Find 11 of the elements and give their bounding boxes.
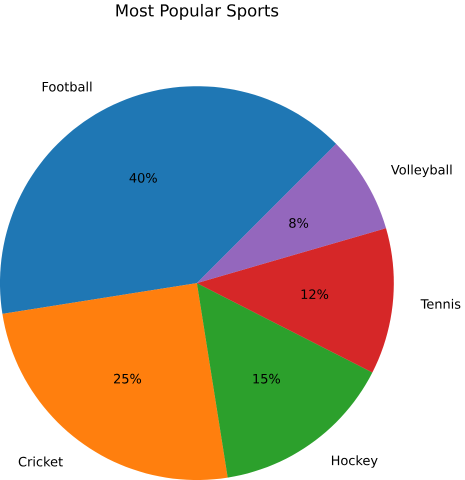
slice-label: Cricket (18, 456, 63, 467)
data-label: 40% (130, 172, 157, 183)
chart-title: Most Popular Sports (116, 4, 278, 20)
data-label: 8% (289, 218, 308, 228)
slice-label: Volleyball (391, 164, 452, 178)
data-label: 25% (114, 374, 142, 384)
slice-label: Hockey (332, 455, 378, 468)
slice-label: Football (42, 82, 92, 92)
data-label: 15% (253, 374, 280, 384)
data-label: 12% (302, 289, 328, 300)
slice-label: Tennis (420, 298, 460, 309)
